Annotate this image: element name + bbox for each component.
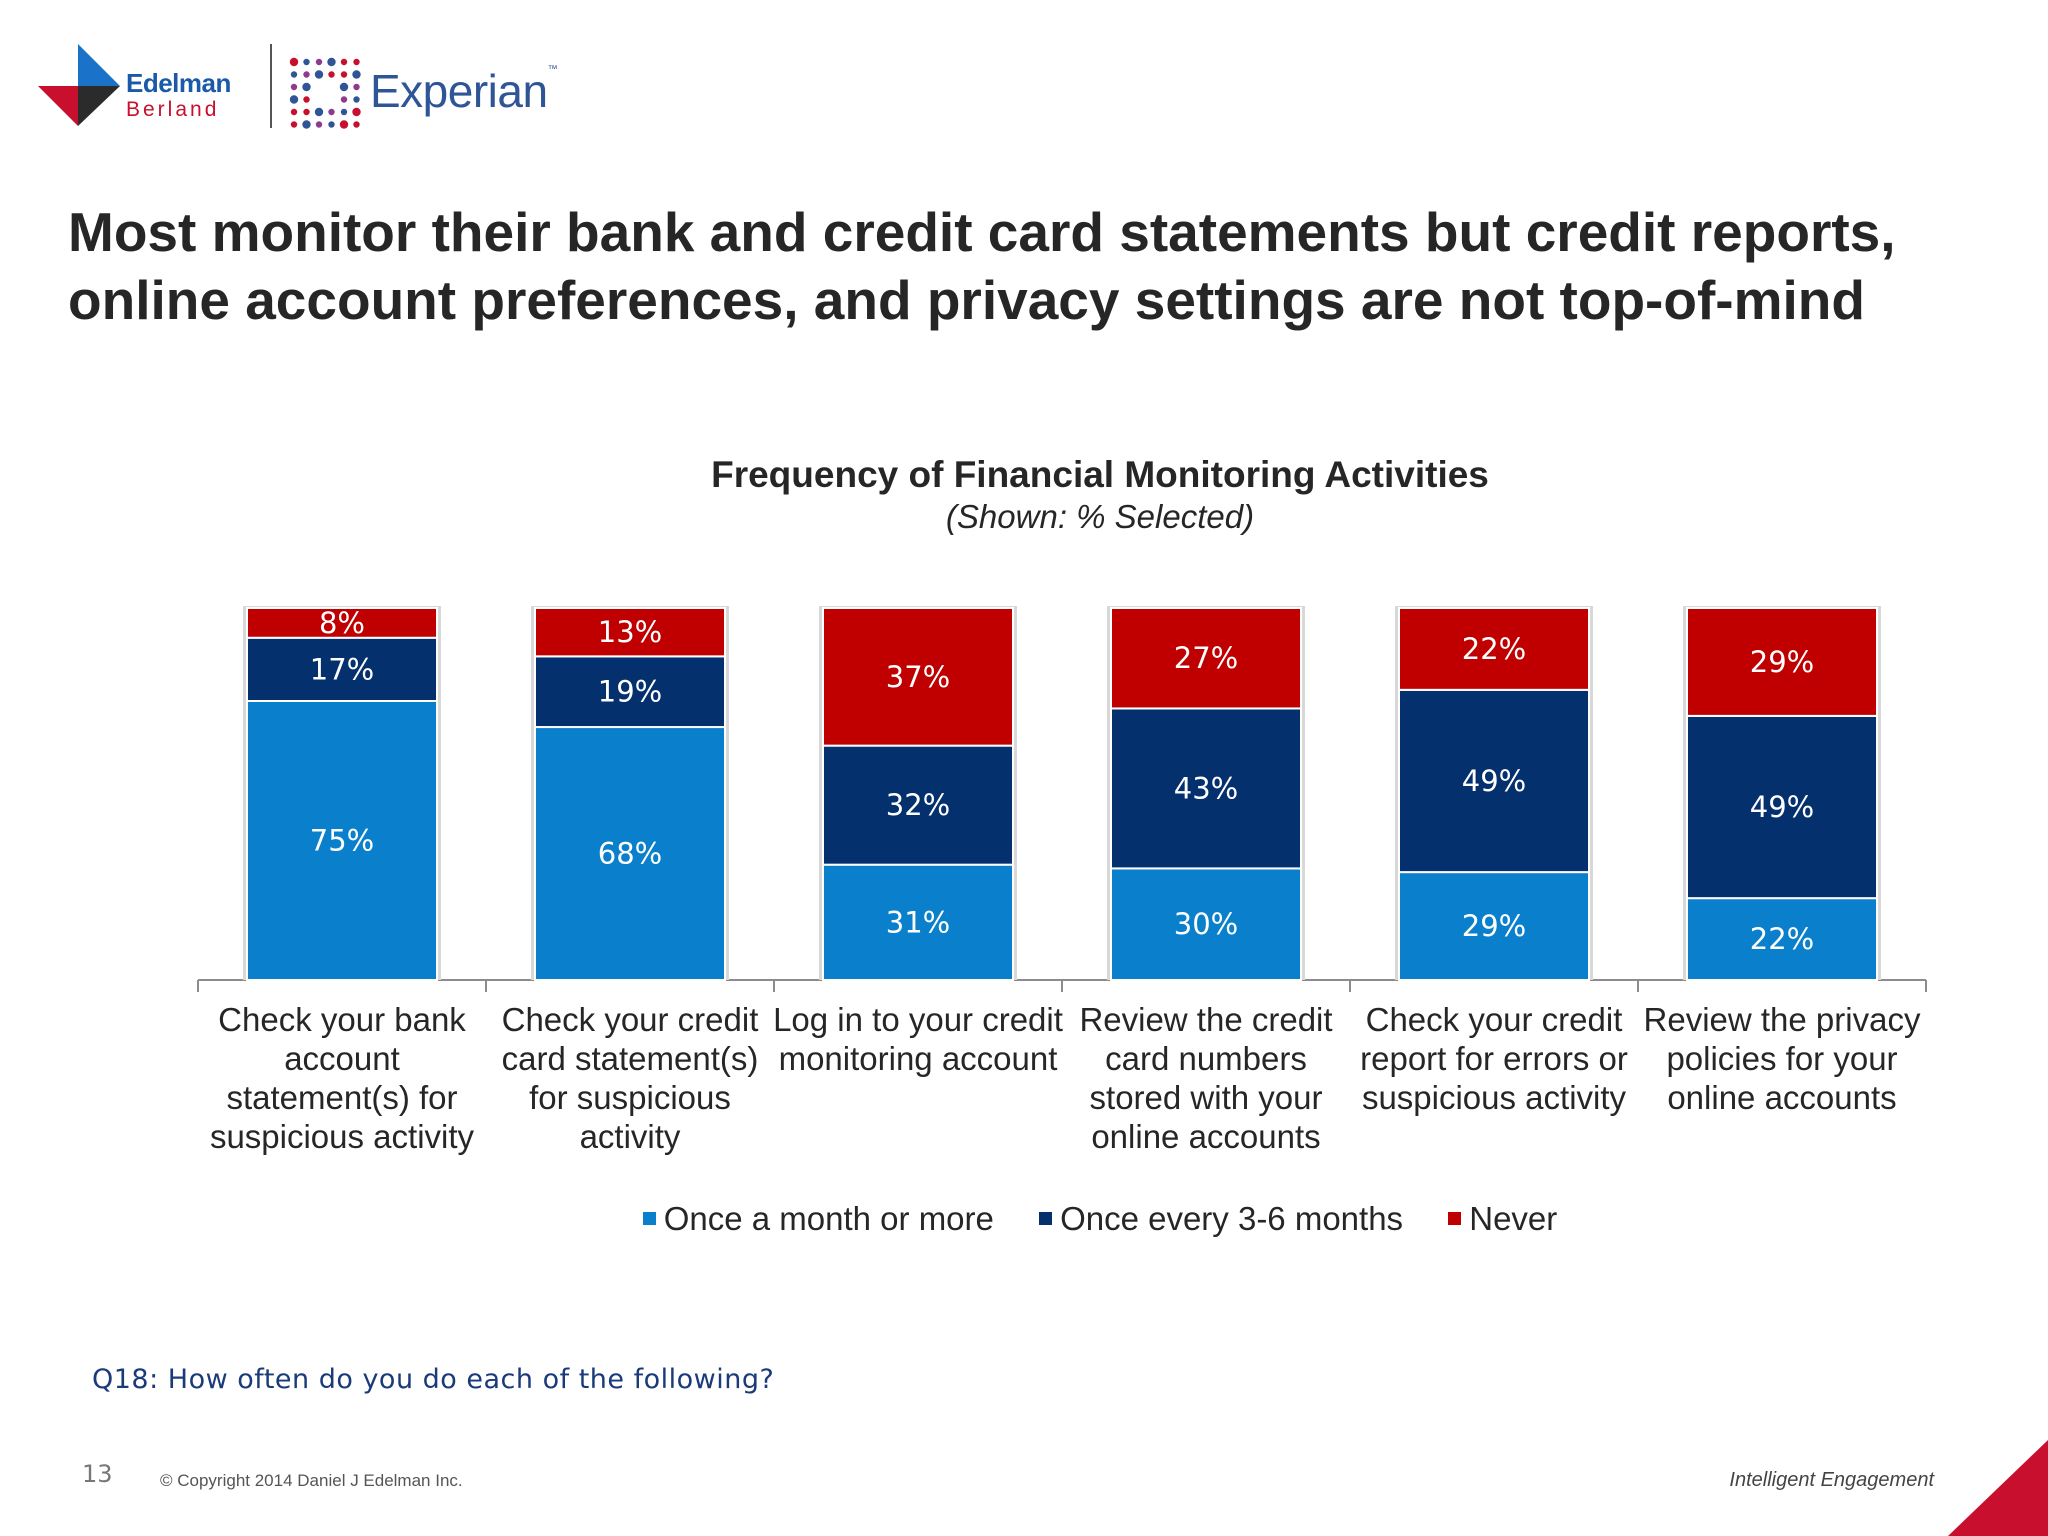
experian-dot: [328, 121, 335, 128]
data-label: 43%: [1174, 771, 1238, 805]
experian-dot: [315, 121, 323, 128]
legend-swatch-once-month: [642, 1211, 656, 1225]
experian-dot: [303, 108, 310, 116]
legend-item-every-3-6: Once every 3-6 months: [1039, 1200, 1403, 1238]
edelman-logo-text: Edelman: [126, 68, 231, 98]
legend-swatch-every-3-6: [1039, 1211, 1053, 1225]
experian-dot: [340, 96, 348, 103]
legend-item-never: Never: [1448, 1200, 1557, 1238]
chart-legend: Once a month or more Once every 3-6 mont…: [0, 1200, 2048, 1238]
chart-title: Frequency of Financial Monitoring Activi…: [711, 454, 1489, 495]
data-label: 29%: [1750, 645, 1814, 679]
experian-dot: [303, 96, 310, 103]
bar-segment-every-3-6: [1110, 707, 1302, 870]
experian-dot: [302, 120, 311, 129]
experian-dot: [353, 121, 360, 128]
experian-dot: [339, 120, 349, 129]
bar-segment-never: [246, 607, 438, 639]
experian-dot: [314, 107, 324, 117]
legend-label: Never: [1469, 1200, 1558, 1237]
data-label: 22%: [1462, 632, 1526, 666]
data-label: 49%: [1750, 790, 1814, 824]
edelman-logo-subtext: Berland: [126, 98, 220, 121]
experian-dot: [302, 82, 311, 92]
experian-dot: [353, 58, 360, 66]
experian-dot: [340, 108, 348, 116]
experian-dot: [340, 71, 348, 78]
bar-segment-never: [1686, 607, 1878, 717]
legend-label: Once every 3-6 months: [1060, 1200, 1404, 1237]
experian-dot: [290, 121, 298, 128]
data-label: 49%: [1462, 764, 1526, 798]
data-label: 17%: [310, 652, 374, 686]
data-label: 75%: [310, 824, 374, 858]
category-label: Log in to your credit monitoring account: [773, 1001, 1063, 1077]
data-label: 31%: [886, 905, 950, 939]
bar-segment-once-month: [1110, 867, 1302, 982]
bar-segment-once-month: [822, 863, 1014, 981]
chart-subtitle: (Shown: % Selected): [945, 498, 1255, 535]
data-label: 8%: [319, 606, 365, 640]
category-label: Review the privacy policies for your onl…: [1643, 1001, 1921, 1116]
page-headline: Most monitor their bank and credit card …: [68, 201, 1896, 331]
category-label: Check your credit report for errors or s…: [1360, 1001, 1628, 1116]
experian-logo-text: Experian™: [370, 64, 558, 117]
experian-dot: [339, 82, 349, 92]
experian-dot: [328, 71, 335, 78]
experian-dot: [289, 95, 299, 104]
data-label: 22%: [1750, 922, 1814, 956]
data-label: 29%: [1462, 909, 1526, 943]
data-label: 27%: [1174, 641, 1238, 675]
legend-swatch-never: [1448, 1211, 1462, 1225]
data-label: 68%: [598, 837, 662, 871]
bar-segment-never: [1398, 607, 1590, 691]
tagline: Intelligent Engagement: [1729, 1469, 1934, 1491]
experian-dot: [290, 71, 298, 78]
experian-dot: [289, 57, 299, 67]
experian-dot: [352, 107, 361, 117]
logo-divider: [270, 44, 272, 128]
category-label: Review the credit card numbers stored wi…: [1079, 1001, 1333, 1155]
data-label: 13%: [598, 615, 662, 649]
experian-dot: [327, 57, 336, 67]
bar-segment-every-3-6: [1686, 714, 1878, 900]
bar-segment-every-3-6: [246, 636, 438, 703]
experian-dot: [328, 108, 335, 116]
bar-segment-never: [1110, 607, 1302, 710]
bar-segment-once-month: [1686, 897, 1878, 981]
experian-dot: [340, 58, 348, 66]
bar-segment-once-month: [246, 700, 438, 981]
experian-dot: [303, 58, 310, 66]
edelman-logo-mark: [38, 44, 120, 126]
category-label: Check your credit card statement(s) for …: [501, 1001, 759, 1155]
experian-dot: [290, 83, 298, 91]
experian-dot: [314, 70, 324, 79]
experian-dot: [290, 108, 298, 116]
bar-segment-once-month: [534, 726, 726, 981]
legend-label: Once a month or more: [663, 1200, 994, 1237]
legend-item-once-month: Once a month or more: [642, 1200, 994, 1238]
survey-question: Q18: How often do you do each of the fol…: [92, 1364, 775, 1395]
data-label: 37%: [886, 660, 950, 694]
experian-dot: [352, 70, 361, 79]
bar-segment-never: [822, 607, 1014, 747]
experian-dot: [353, 96, 360, 103]
corner-triangle: [1948, 1440, 2048, 1536]
experian-dot: [315, 58, 323, 66]
page-number: 13: [82, 1460, 113, 1488]
data-label: 32%: [886, 788, 950, 822]
data-label: 30%: [1174, 907, 1238, 941]
bar-segment-every-3-6: [822, 744, 1014, 866]
bar-segment-every-3-6: [534, 655, 726, 729]
bar-segment-never: [534, 607, 726, 658]
experian-dot: [353, 83, 360, 91]
copyright-text: © Copyright 2014 Daniel J Edelman Inc.: [160, 1471, 463, 1490]
experian-logo-mark: [289, 57, 361, 129]
logo-area: Edelman Berland Experian™: [38, 40, 558, 140]
data-label: 19%: [598, 675, 662, 709]
category-label: Check your bank account statement(s) for…: [209, 1001, 475, 1155]
experian-dot: [303, 71, 310, 78]
